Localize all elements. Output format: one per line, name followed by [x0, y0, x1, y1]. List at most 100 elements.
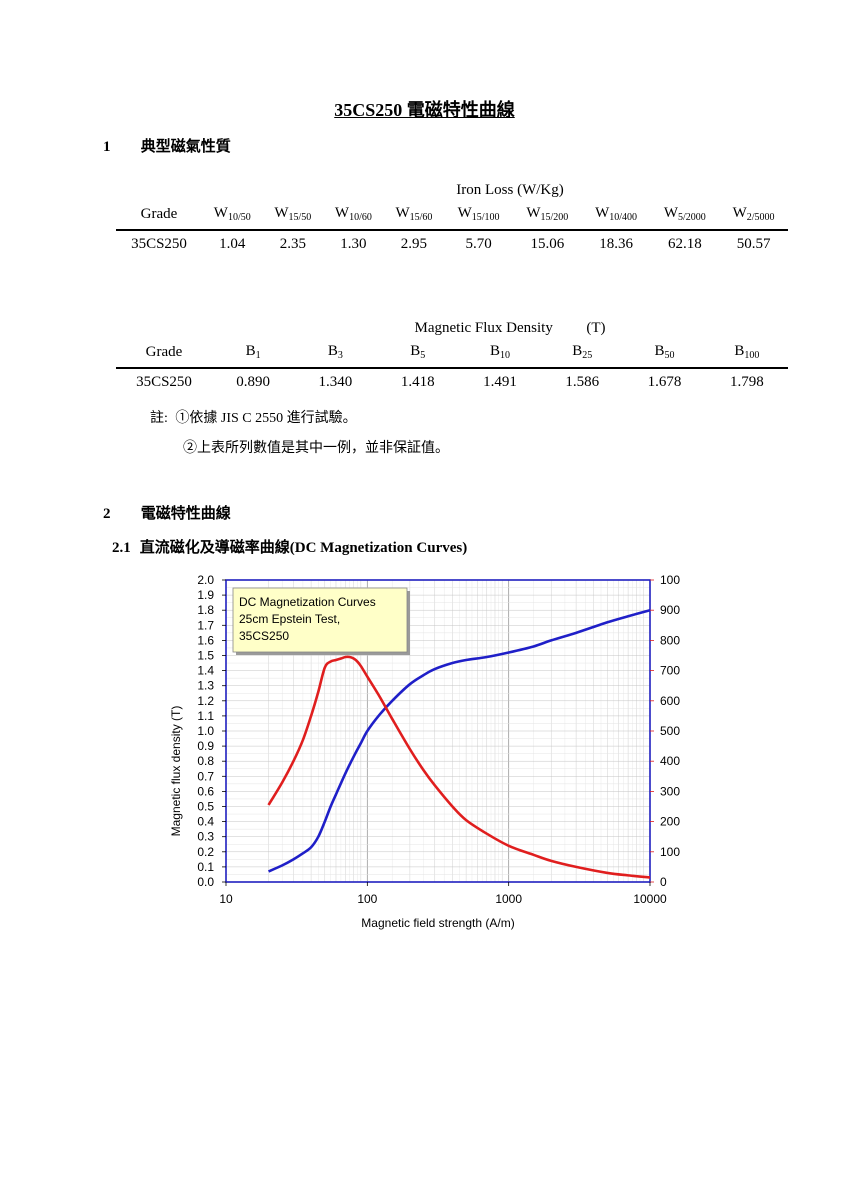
section-1-number: 1	[103, 139, 111, 155]
section-2-title: 電磁特性曲線	[140, 506, 231, 522]
y-left-tick-label: 1.7	[197, 618, 214, 632]
flux-density-data-row: 35CS250 0.890 1.340 1.418 1.491 1.586 1.…	[116, 367, 788, 391]
y-left-tick-label: 1.1	[197, 709, 214, 723]
y-left-tick-label: 0.1	[197, 860, 214, 874]
iron-loss-value: 2.35	[262, 229, 324, 253]
iron-loss-value: 2.95	[383, 229, 445, 253]
section-2-1-number: 2.1	[112, 540, 131, 556]
grade-cell: 35CS250	[116, 229, 202, 253]
grade-header: Grade	[145, 343, 183, 360]
y-left-tick-label: 0.3	[197, 830, 214, 844]
y-right-tick-label: 2000	[660, 815, 680, 829]
iron-loss-col: W15/50	[274, 205, 312, 223]
flux-density-col: B100	[734, 343, 760, 361]
iron-loss-col: W2/5000	[732, 205, 775, 223]
x-axis-label: Magnetic field strength (A/m)	[361, 916, 514, 930]
iron-loss-col: W15/100	[457, 205, 500, 223]
x-tick-label: 1000	[495, 892, 522, 906]
y-left-tick-label: 2.0	[197, 573, 214, 587]
iron-loss-value: 15.06	[512, 229, 582, 253]
iron-loss-value: 62.18	[650, 229, 720, 253]
grade-header: Grade	[140, 205, 178, 222]
flux-density-value: 1.491	[458, 367, 542, 391]
iron-loss-col: W10/60	[334, 205, 372, 223]
y-right-tick-label: 7000	[660, 664, 680, 678]
y-left-tick-label: 0.7	[197, 769, 214, 783]
legend-box-line: DC Magnetization Curves	[239, 595, 376, 609]
y-left-tick-label: 1.3	[197, 679, 214, 693]
section-2-heading: 2 電磁特性曲線	[103, 502, 231, 523]
legend-box-line: 35CS250	[239, 629, 289, 643]
y-left-tick-label: 0.0	[197, 875, 214, 889]
iron-loss-col: W15/60	[395, 205, 433, 223]
page-title: 35CS250 電磁特性曲線	[334, 100, 515, 120]
dc-magnetization-chart: 0.0 0.1 0.2 0.3 0.4 0.5 0.6 0.7 0.8 0.9 1.0 1.1 1.2 1…	[160, 570, 720, 940]
flux-density-header-row: Grade B1 B3 B5 B10 B25 B50 B100	[116, 343, 788, 368]
iron-loss-value: 50.57	[719, 229, 788, 253]
iron-loss-header-row: Grade W10/50 W15/50 W10/60 W15/60 W15/10…	[116, 205, 788, 230]
x-tick-label: 10	[219, 892, 233, 906]
flux-density-value: 1.798	[705, 367, 788, 391]
notes: 註: ①依據 JIS C 2550 進行試驗。 ②上表所列數值是其中一例，並非保…	[150, 404, 449, 464]
y-left-tick-label: 0.6	[197, 784, 214, 798]
y-right-tick-label: 0	[660, 875, 667, 889]
flux-density-col: B3	[327, 343, 343, 361]
flux-density-col: B25	[572, 343, 593, 361]
flux-density-caption: Magnetic Flux Density	[414, 320, 553, 336]
flux-density-unit: (T)	[586, 320, 606, 336]
y-left-tick-label: 1.0	[197, 724, 214, 738]
iron-loss-col: W5/2000	[663, 205, 706, 223]
flux-density-value: 1.418	[376, 367, 459, 391]
x-tick-label: 100	[357, 892, 377, 906]
legend-box	[232, 587, 408, 653]
iron-loss-col: W10/50	[213, 205, 251, 223]
iron-loss-col: W10/400	[595, 205, 638, 223]
y-right-tick-label: 10000	[660, 573, 680, 587]
iron-loss-caption: Iron Loss (W/Kg)	[456, 182, 564, 198]
y-left-tick-label: 0.4	[197, 815, 214, 829]
chart-svg: 0.00.10.20.30.40.50.60.70.80.91.01.11.21…	[169, 573, 720, 930]
y-right-tick-label: 8000	[660, 633, 680, 647]
flux-density-col: B5	[410, 343, 426, 361]
y-left-tick-label: 1.2	[197, 694, 214, 708]
y-left-tick-label: 1.9	[197, 588, 214, 602]
y-right-tick-label: 9000	[660, 603, 680, 617]
flux-density-table: Magnetic Flux Density (T) Grade B1 B3 B5…	[116, 320, 788, 391]
section-2-1-heading: 2.1 直流磁化及導磁率曲線(DC Magnetization Curves)	[112, 536, 467, 557]
iron-loss-table: Iron Loss (W/Kg) Grade W10/50 W15/50 W10…	[116, 182, 788, 253]
y-right-tick-label: 5000	[660, 724, 680, 738]
section-1-heading: 1 典型磁氣性質	[103, 135, 231, 156]
y-right-tick-label: 1000	[660, 845, 680, 859]
notes-label: 註:	[150, 411, 168, 426]
flux-density-col: B1	[245, 343, 261, 361]
iron-loss-value: 18.36	[581, 229, 651, 253]
y-left-tick-label: 1.6	[197, 633, 214, 647]
flux-density-col: B10	[489, 343, 510, 361]
flux-density-col: B50	[654, 343, 675, 361]
flux-density-value: 1.678	[623, 367, 706, 391]
flux-density-value: 1.340	[294, 367, 377, 391]
y-left-tick-label: 1.8	[197, 603, 214, 617]
y-left-tick-label: 0.8	[197, 754, 214, 768]
iron-loss-col: W15/200	[526, 205, 569, 223]
iron-loss-data-row: 35CS250 1.04 2.35 1.30 2.95 5.70 15.06 1…	[116, 229, 788, 253]
flux-density-value: 0.890	[212, 367, 295, 391]
y-left-axis-label: Magnetic flux density (T)	[169, 706, 183, 837]
y-left-tick-label: 0.2	[197, 845, 214, 859]
y-right-tick-label: 4000	[660, 754, 680, 768]
y-left-tick-label: 1.5	[197, 649, 214, 663]
note-item: ①依據 JIS C 2550 進行試驗。	[175, 411, 357, 426]
section-2-number: 2	[103, 506, 111, 522]
grade-cell: 35CS250	[116, 367, 212, 391]
iron-loss-value: 1.04	[202, 229, 263, 253]
section-2-1-title: 直流磁化及導磁率曲線(DC Magnetization Curves)	[139, 540, 468, 556]
y-left-tick-label: 0.9	[197, 739, 214, 753]
flux-density-value: 1.586	[541, 367, 624, 391]
note-item: ②上表所列數值是其中一例，並非保証值。	[183, 441, 449, 456]
y-left-tick-label: 1.4	[197, 664, 214, 678]
legend-box-line: 25cm Epstein Test,	[239, 612, 340, 626]
x-tick-label: 10000	[633, 892, 667, 906]
iron-loss-value: 5.70	[444, 229, 513, 253]
permeability-curve	[267, 655, 651, 879]
iron-loss-value: 1.30	[323, 229, 384, 253]
